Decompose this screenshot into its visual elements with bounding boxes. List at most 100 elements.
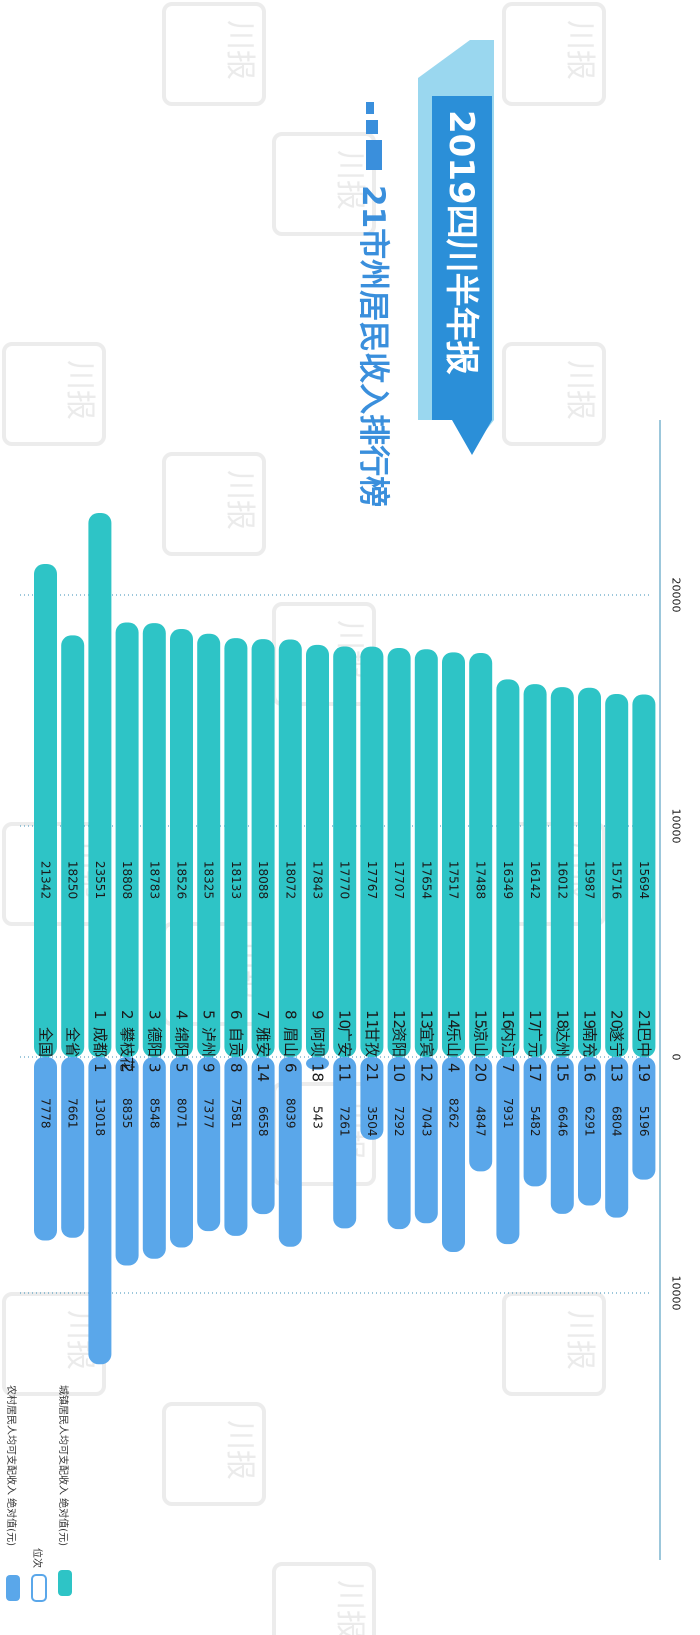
rural-rank-label: 8 [227,1063,245,1073]
legend: 城镇居民人均可支配收入 绝对值(元) 位次 农村居民人均可支配收入 绝对值(元) [5,1385,72,1602]
rural-rank-label: 2 [118,1063,136,1073]
region-name-label: 资阳 [390,1027,408,1057]
rural-rank-label: 15 [553,1063,571,1082]
watermark-text: 川报 [562,360,597,420]
urban-bar [224,638,248,1057]
rural-rank-label: 6 [281,1063,299,1073]
rural-bar [632,1057,656,1180]
urban-bar [170,629,193,1057]
rural-rank-label: 7 [499,1063,517,1073]
rural-rank-label: 9 [200,1063,218,1073]
urban-bar [550,687,574,1057]
rural-tick-label: 10000 [670,1276,683,1311]
urban-value-label: 17707 [392,861,406,899]
urban-bar [142,623,166,1057]
rural-bar [469,1057,493,1172]
watermark-tile [502,1292,606,1396]
legend-rural-label: 农村居民人均可支配收入 绝对值(元) [5,1385,18,1546]
rural-rank-label: 18 [309,1063,327,1082]
urban-rank-label: 2 [118,1010,136,1020]
urban-value-label: 18526 [175,861,189,899]
urban-value-label: 18808 [120,861,134,899]
rural-rank-label: 21 [363,1063,381,1082]
watermark-text: 川报 [562,20,597,80]
rural-bar [360,1057,384,1140]
region-name-label: 巴中 [635,1027,653,1057]
urban-value-label: 18088 [256,861,270,899]
rural-bar [414,1057,438,1224]
urban-rank-label: 10 [336,1010,354,1029]
urban-value-label: 15987 [583,861,597,899]
urban-bar [414,649,438,1057]
region-name-label: 眉山 [281,1027,299,1057]
region-name-label: 全省 [64,1027,82,1057]
urban-rank-label: 16 [499,1010,517,1029]
rural-value-label: 6646 [555,1106,569,1137]
rural-value-label: 5196 [637,1106,651,1137]
legend-rural-swatch [6,1575,20,1601]
urban-bar [278,639,302,1057]
rural-value-label: 7043 [419,1106,433,1137]
rural-rank-label: 16 [581,1063,599,1082]
urban-rank-label: 13 [417,1010,435,1029]
urban-value-label: 15694 [637,861,651,899]
rural-value-label: 13018 [93,1098,107,1136]
rural-value-label: 543 [311,1106,325,1129]
urban-tick-label: 10000 [670,809,683,844]
region-name-label: 内江 [499,1027,517,1057]
urban-rank-label: 7 [254,1010,272,1020]
title-ribbon [432,96,492,455]
urban-rank-label: 15 [472,1010,490,1029]
region-name-label: 广安 [336,1027,354,1057]
rural-value-label: 5482 [528,1106,542,1137]
page-title: 2019四川半年报 [441,110,481,375]
rural-bar [251,1057,275,1215]
rural-bar [61,1057,85,1238]
gridlines: 0 10000 20000 10000 [20,420,683,1560]
urban-value-label: 18783 [147,861,161,899]
region-name-label: 阿坝 [309,1027,327,1057]
subtitle-group: 21市州居民收入排行榜 [355,102,391,507]
rural-bar [550,1057,574,1214]
urban-rank-label: 18 [553,1010,571,1029]
watermark-tile [272,132,376,236]
rural-value-label: 8071 [175,1098,189,1129]
urban-value-label: 17654 [419,861,433,899]
urban-rank-label: 19 [581,1010,599,1029]
rural-value-label: 7261 [338,1106,352,1137]
region-name-label: 攀枝花 [118,1027,136,1072]
rural-value-label: 6804 [610,1106,624,1137]
region-name-label: 南充 [581,1027,599,1057]
watermark-text: 川报 [332,150,367,210]
urban-value-label: 17488 [474,861,488,899]
watermark-tile [162,452,266,556]
urban-bar [496,679,520,1057]
urban-bar [34,563,57,1057]
region-name-label: 凉山 [472,1027,490,1057]
urban-bar [442,652,465,1057]
rural-bar [197,1057,221,1232]
rural-value-label: 7778 [39,1098,53,1129]
rural-value-label: 7377 [202,1098,216,1129]
rural-value-label: 7581 [229,1098,243,1129]
rural-rank-label: 12 [417,1063,435,1082]
legend-rank-swatch [31,1574,47,1602]
rural-bar [142,1057,166,1259]
urban-bar [61,635,85,1057]
bars-layer [34,512,656,1365]
urban-value-label: 18072 [283,861,297,899]
urban-bar [387,647,411,1057]
watermark-tile [502,2,606,106]
rural-value-label: 8262 [447,1098,461,1129]
rural-rank-label: 4 [445,1063,463,1073]
rural-value-label: 4847 [474,1106,488,1137]
legend-urban-label: 城镇居民人均可支配收入 绝对值(元) [57,1385,70,1546]
urban-rank-label: 11 [363,1010,381,1029]
watermark-text: 川报 [62,360,97,420]
urban-value-label: 21342 [39,861,53,899]
urban-value-label: 23551 [93,861,107,899]
urban-value-label: 17843 [311,861,325,899]
urban-rank-label: 20 [608,1010,626,1029]
urban-value-label: 16142 [528,861,542,899]
